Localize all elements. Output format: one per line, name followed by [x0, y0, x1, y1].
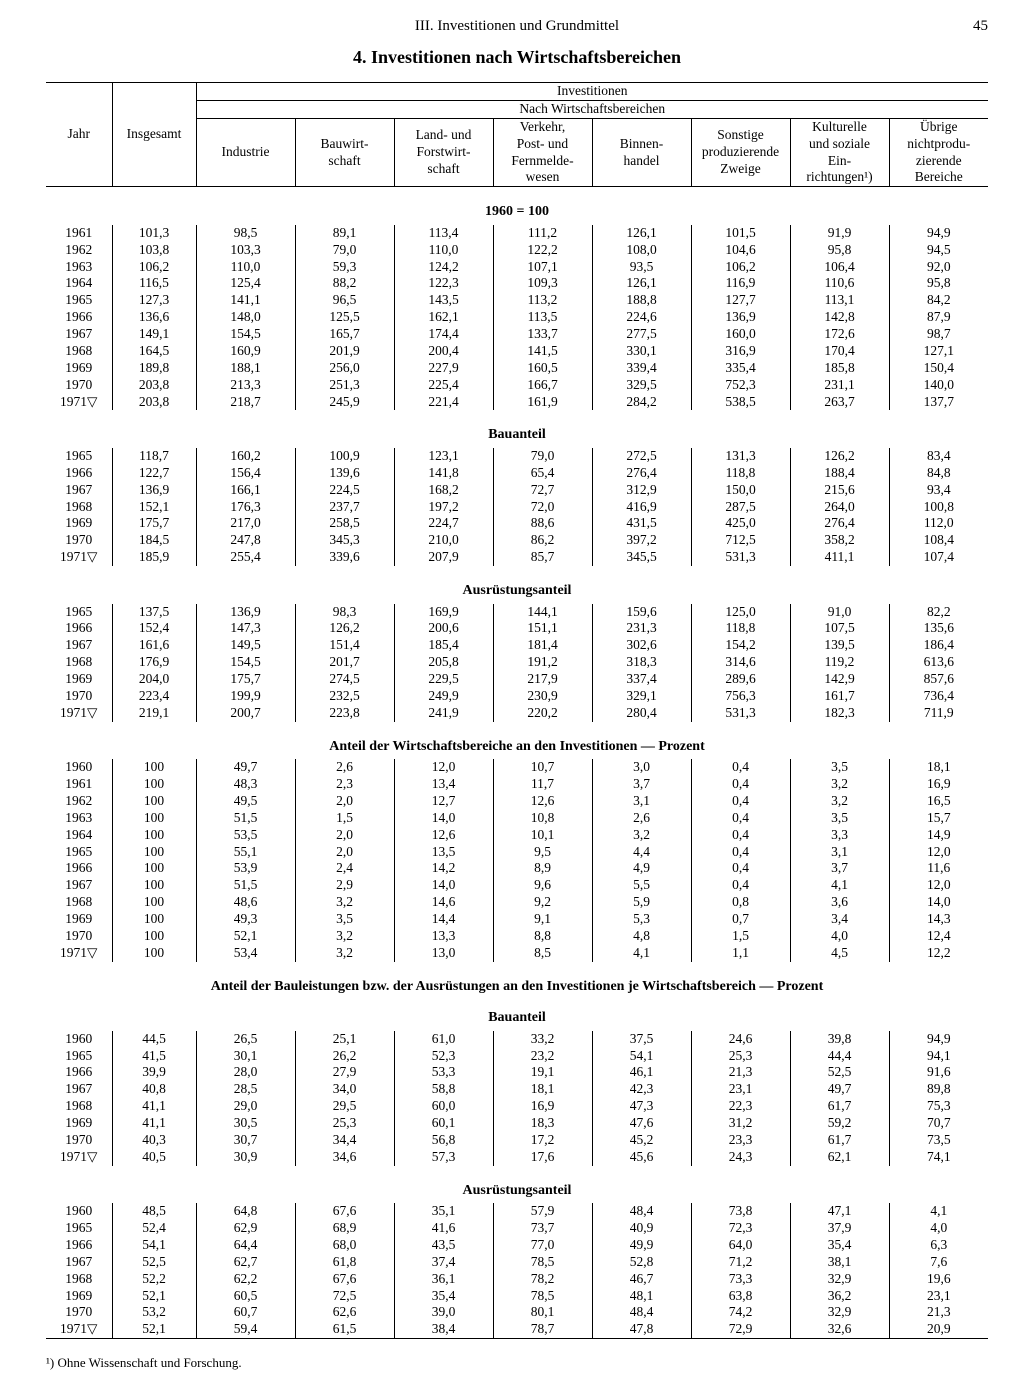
table-row: 1968164,5160,9201,9200,4141,5330,1316,91…	[46, 343, 988, 360]
table-row: 1971▽185,9255,4339,6207,985,7345,5531,34…	[46, 549, 988, 566]
table-row: 196310051,51,514,010,82,60,43,515,7	[46, 810, 988, 827]
table-row: 196552,462,968,941,673,740,972,337,94,0	[46, 1220, 988, 1237]
table-row: 1969204,0175,7274,5229,5217,9337,4289,61…	[46, 671, 988, 688]
section-title-text: Ausrüstungsanteil	[46, 1172, 988, 1204]
table-row: 1966122,7156,4139,6141,865,4276,4118,818…	[46, 465, 988, 482]
table-row: 197010052,13,213,38,84,81,54,012,4	[46, 928, 988, 945]
section-title-text: Anteil der Wirtschaftsbereiche an den In…	[46, 728, 988, 760]
top-bar: III. Investitionen und Grundmittel 45	[46, 18, 988, 35]
col-industrie: Industrie	[196, 118, 295, 187]
table-body: 1960 = 1001961101,398,589,1113,4111,2126…	[46, 187, 988, 1339]
table-row: 1966136,6148,0125,5162,1113,5224,6136,91…	[46, 309, 988, 326]
table-row: 1967136,9166,1224,5168,272,7312,9150,021…	[46, 482, 988, 499]
page-number: 45	[948, 18, 988, 35]
table-row: 196410053,52,012,610,13,20,43,314,9	[46, 827, 988, 844]
col-year: Jahr	[46, 83, 112, 187]
section-title-text: Bauanteil	[46, 416, 988, 448]
table-row: 1971▽203,8218,7245,9221,4161,9284,2538,5…	[46, 394, 988, 411]
table-row: 196752,562,761,837,478,552,871,238,17,6	[46, 1254, 988, 1271]
section-title: Anteil der Wirtschaftsbereiche an den In…	[46, 728, 988, 760]
col-kulturell: Kulturelleund sozialeEin-richtungen¹)	[790, 118, 889, 187]
col-group-sub: Nach Wirtschaftsbereichen	[196, 100, 988, 118]
col-verkehr: Verkehr,Post- undFernmelde-wesen	[493, 118, 592, 187]
table-row: 196740,828,534,058,818,142,323,149,789,8	[46, 1081, 988, 1098]
table-row: 1971▽219,1200,7223,8241,9220,2280,4531,3…	[46, 705, 988, 722]
table-row: 1964116,5125,488,2122,3109,3126,1116,911…	[46, 275, 988, 292]
table-row: 1965118,7160,2100,9123,179,0272,5131,312…	[46, 448, 988, 465]
table-row: 1965137,5136,998,3169,9144,1159,6125,091…	[46, 604, 988, 621]
section-title: Ausrüstungsanteil	[46, 1172, 988, 1204]
table-row: 1969189,8188,1256,0227,9160,5339,4335,41…	[46, 360, 988, 377]
table-row: 196710051,52,914,09,65,50,44,112,0	[46, 877, 988, 894]
table-row: 1968152,1176,3237,7197,272,0416,9287,526…	[46, 499, 988, 516]
table-row: 197040,330,734,456,817,245,223,361,773,5	[46, 1132, 988, 1149]
table-row: 196048,564,867,635,157,948,473,847,14,1	[46, 1203, 988, 1220]
section-title: Ausrüstungsanteil	[46, 572, 988, 604]
section-title-text: Anteil der Bauleistungen bzw. der Ausrüs…	[46, 968, 988, 1000]
table-row: 196941,130,525,360,118,347,631,259,270,7	[46, 1115, 988, 1132]
table-row: 1970184,5247,8345,3210,086,2397,2712,535…	[46, 532, 988, 549]
table-row: 1971▽10053,43,213,08,54,11,14,512,2	[46, 945, 988, 962]
page-title: 4. Investitionen nach Wirtschaftsbereich…	[46, 47, 988, 68]
section-title-text: Ausrüstungsanteil	[46, 572, 988, 604]
table-row: 196110048,32,313,411,73,70,43,216,9	[46, 776, 988, 793]
table-row: 196639,928,027,953,319,146,121,352,591,6	[46, 1064, 988, 1081]
col-bauwirt: Bauwirt-schaft	[295, 118, 394, 187]
footnote: ¹) Ohne Wissenschaft und Forschung.	[46, 1355, 988, 1371]
table-row: 1970223,4199,9232,5249,9230,9329,1756,31…	[46, 688, 988, 705]
table-row: 1965127,3141,196,5143,5113,2188,8127,711…	[46, 292, 988, 309]
table-row: 197053,260,762,639,080,148,474,232,921,3	[46, 1304, 988, 1321]
table-row: 196510055,12,013,59,54,40,43,112,0	[46, 844, 988, 861]
table-head: Jahr Insgesamt Investitionen Nach Wirtsc…	[46, 83, 988, 187]
table-row: 196044,526,525,161,033,237,524,639,894,9	[46, 1031, 988, 1048]
col-binnen: Binnen-handel	[592, 118, 691, 187]
section-header: III. Investitionen und Grundmittel	[86, 18, 948, 35]
table-row: 1966152,4147,3126,2200,6151,1231,3118,81…	[46, 620, 988, 637]
table-row: 1971▽40,530,934,657,317,645,624,362,174,…	[46, 1149, 988, 1166]
table-row: 196952,160,572,535,478,548,163,836,223,1	[46, 1288, 988, 1305]
col-group-top: Investitionen	[196, 83, 988, 101]
table-row: 1967149,1154,5165,7174,4133,7277,5160,01…	[46, 326, 988, 343]
table-row: 196810048,63,214,69,25,90,83,614,0	[46, 894, 988, 911]
table-row: 1967161,6149,5151,4185,4181,4302,6154,21…	[46, 637, 988, 654]
table-row: 1963106,2110,059,3124,2107,193,5106,2106…	[46, 259, 988, 276]
table-row: 1961101,398,589,1113,4111,2126,1101,591,…	[46, 225, 988, 242]
table-row: 1969175,7217,0258,5224,788,6431,5425,027…	[46, 515, 988, 532]
col-sonstige: SonstigeproduzierendeZweige	[691, 118, 790, 187]
table-row: 196852,262,267,636,178,246,773,332,919,6	[46, 1271, 988, 1288]
col-total: Insgesamt	[112, 83, 196, 187]
section-title: Anteil der Bauleistungen bzw. der Ausrüs…	[46, 968, 988, 1000]
table-row: 1970203,8213,3251,3225,4166,7329,5752,32…	[46, 377, 988, 394]
data-table: Jahr Insgesamt Investitionen Nach Wirtsc…	[46, 82, 988, 1339]
table-row: 196841,129,029,560,016,947,322,361,775,3	[46, 1098, 988, 1115]
table-row: 1971▽52,159,461,538,478,747,872,932,620,…	[46, 1321, 988, 1338]
section-title: Bauanteil	[46, 416, 988, 448]
table-row: 1968176,9154,5201,7205,8191,2318,3314,61…	[46, 654, 988, 671]
section-title: 1960 = 100	[46, 193, 988, 225]
table-row: 196210049,52,012,712,63,10,43,216,5	[46, 793, 988, 810]
table-row: 196010049,72,612,010,73,00,43,518,1	[46, 759, 988, 776]
col-landforst: Land- undForstwirt-schaft	[394, 118, 493, 187]
section-title-text: 1960 = 100	[46, 193, 988, 225]
table-row: 1962103,8103,379,0110,0122,2108,0104,695…	[46, 242, 988, 259]
table-row: 196910049,33,514,49,15,30,73,414,3	[46, 911, 988, 928]
table-row: 196610053,92,414,28,94,90,43,711,6	[46, 860, 988, 877]
table-row: 196541,530,126,252,323,254,125,344,494,1	[46, 1048, 988, 1065]
col-uebrige: Übrigenichtprodu-zierendeBereiche	[889, 118, 988, 187]
table-row: 196654,164,468,043,577,049,964,035,46,3	[46, 1237, 988, 1254]
